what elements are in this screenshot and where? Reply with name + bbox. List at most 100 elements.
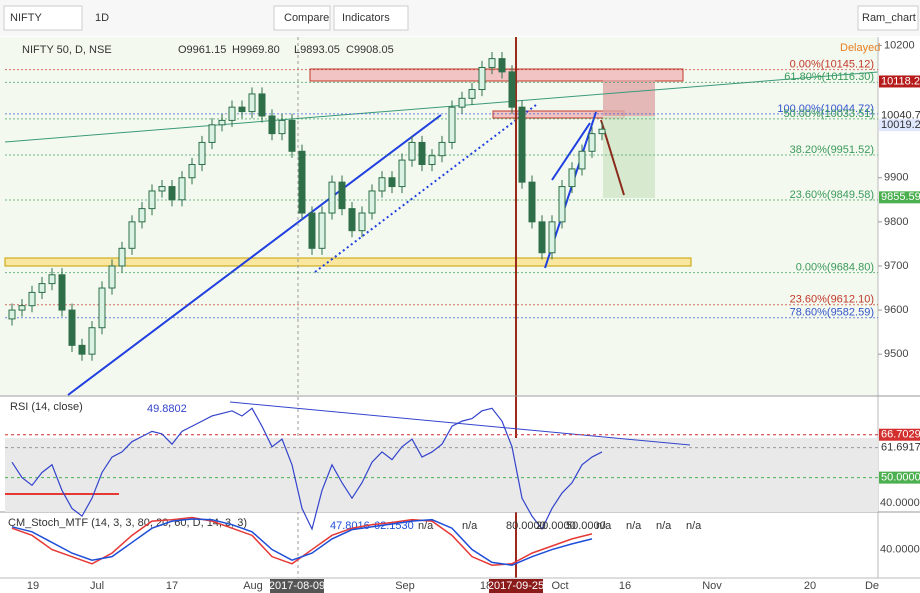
rsi-tag-label: 66.7029 bbox=[881, 429, 920, 441]
candle bbox=[278, 119, 286, 135]
candle bbox=[168, 186, 176, 201]
x-tick-label: 2017-09-25 bbox=[488, 580, 544, 592]
candle bbox=[418, 141, 426, 166]
rsi-trendline bbox=[229, 401, 691, 446]
candle bbox=[398, 159, 406, 188]
stoch-readout: n/a bbox=[418, 520, 434, 532]
fib-label: 0.00%(9684.80) bbox=[796, 262, 874, 274]
x-tick-label: Nov bbox=[702, 580, 722, 592]
x-tick-label: 16 bbox=[619, 580, 631, 592]
price-tag bbox=[879, 191, 920, 204]
candle bbox=[188, 164, 196, 179]
candle bbox=[8, 309, 16, 320]
fib-label: 78.60%(9582.59) bbox=[790, 307, 874, 319]
stoch-readout: n/a bbox=[596, 520, 612, 532]
wedge bbox=[551, 122, 591, 181]
price-tag bbox=[879, 119, 920, 132]
fib-label: 61.80%(10116.30) bbox=[784, 71, 874, 83]
fib-label: 38.20%(9951.52) bbox=[790, 144, 874, 156]
candle bbox=[228, 106, 236, 121]
candle bbox=[298, 150, 306, 214]
price-tag bbox=[879, 75, 920, 88]
status: Delayed bbox=[840, 42, 880, 54]
x-tick-label: 2017-08-09 bbox=[269, 580, 325, 592]
candle bbox=[318, 212, 326, 249]
stoch-title: CM_Stoch_MTF (14, 3, 3, 80, 20, 60, D, 1… bbox=[8, 517, 247, 529]
price-tag-label: 10118.26 bbox=[881, 75, 920, 87]
rsi-tag bbox=[879, 441, 920, 454]
y-tick-label: 10200 bbox=[884, 39, 915, 51]
symbol-box[interactable] bbox=[3, 5, 83, 31]
rsi-line bbox=[11, 407, 603, 531]
fib-label: 0.00%(10145.12) bbox=[790, 59, 874, 71]
x-tick-label: Aug bbox=[243, 580, 263, 592]
user: Ram_chart bbox=[862, 12, 916, 24]
y-tick-label: 9500 bbox=[884, 348, 908, 360]
candle bbox=[578, 150, 586, 170]
candle bbox=[38, 283, 46, 293]
candle bbox=[128, 221, 136, 249]
x-tick-label: 17 bbox=[166, 580, 178, 592]
fib-label: 23.60%(9612.10) bbox=[790, 294, 874, 306]
candle bbox=[248, 93, 256, 113]
candle bbox=[508, 71, 516, 108]
indicators-btn[interactable] bbox=[333, 5, 409, 31]
toolbar bbox=[0, 0, 920, 36]
ohlc: O9961.15 bbox=[178, 44, 226, 56]
y-tick-label: 9700 bbox=[884, 260, 908, 272]
candle bbox=[478, 66, 486, 91]
ohlc: H9969.80 bbox=[232, 44, 280, 56]
stop-zone bbox=[603, 80, 655, 116]
x-tick-label: Oct bbox=[551, 580, 568, 592]
candle bbox=[538, 221, 546, 254]
candle bbox=[488, 58, 496, 68]
ohlc: C9908.05 bbox=[346, 44, 394, 56]
y-tick-label: 9800 bbox=[884, 216, 908, 228]
rsi-title: RSI (14, close) bbox=[10, 401, 83, 413]
candle bbox=[428, 155, 436, 166]
x-tag bbox=[489, 579, 543, 593]
candle bbox=[58, 274, 66, 311]
candle bbox=[198, 141, 206, 166]
trendline bbox=[67, 114, 442, 396]
stoch-line bbox=[11, 518, 593, 566]
candle bbox=[548, 221, 556, 254]
candle bbox=[98, 287, 106, 329]
y-tick-label: 9600 bbox=[884, 304, 908, 316]
candle bbox=[438, 141, 446, 157]
candle bbox=[518, 106, 526, 183]
interval[interactable]: 1D bbox=[95, 12, 109, 24]
rsi-value: 49.8802 bbox=[147, 403, 187, 415]
compare-btn[interactable] bbox=[273, 5, 331, 31]
stoch-readout: 50.0000 bbox=[566, 520, 606, 532]
candle bbox=[108, 265, 116, 289]
rsi-tag bbox=[879, 471, 920, 484]
trendline bbox=[4, 71, 879, 143]
fib-label: 23.60%(9849.58) bbox=[790, 189, 874, 201]
candle bbox=[28, 291, 36, 307]
x-tick-label: Jul bbox=[90, 580, 104, 592]
x-tick-label: Sep bbox=[395, 580, 415, 592]
candle bbox=[68, 309, 76, 346]
candle bbox=[358, 212, 366, 232]
candle bbox=[558, 186, 566, 223]
stoch-readout: 20.0000 bbox=[536, 520, 576, 532]
candle bbox=[118, 247, 126, 267]
user-btn[interactable] bbox=[857, 5, 919, 31]
candle bbox=[468, 89, 476, 99]
symbol: NIFTY bbox=[10, 12, 42, 24]
x-tick-label: 20 bbox=[804, 580, 816, 592]
candle bbox=[78, 344, 86, 355]
x-tick-label: De bbox=[865, 580, 879, 592]
price-tag-label: 10019.25 bbox=[881, 119, 920, 131]
candle bbox=[458, 97, 466, 108]
rsi-tag bbox=[879, 428, 920, 441]
candle bbox=[388, 177, 396, 188]
candle bbox=[238, 106, 246, 113]
stoch-readout: n/a bbox=[626, 520, 642, 532]
candle bbox=[348, 208, 356, 232]
candle bbox=[408, 141, 416, 161]
candle bbox=[88, 327, 96, 355]
candle bbox=[148, 190, 156, 210]
candle bbox=[528, 181, 536, 223]
